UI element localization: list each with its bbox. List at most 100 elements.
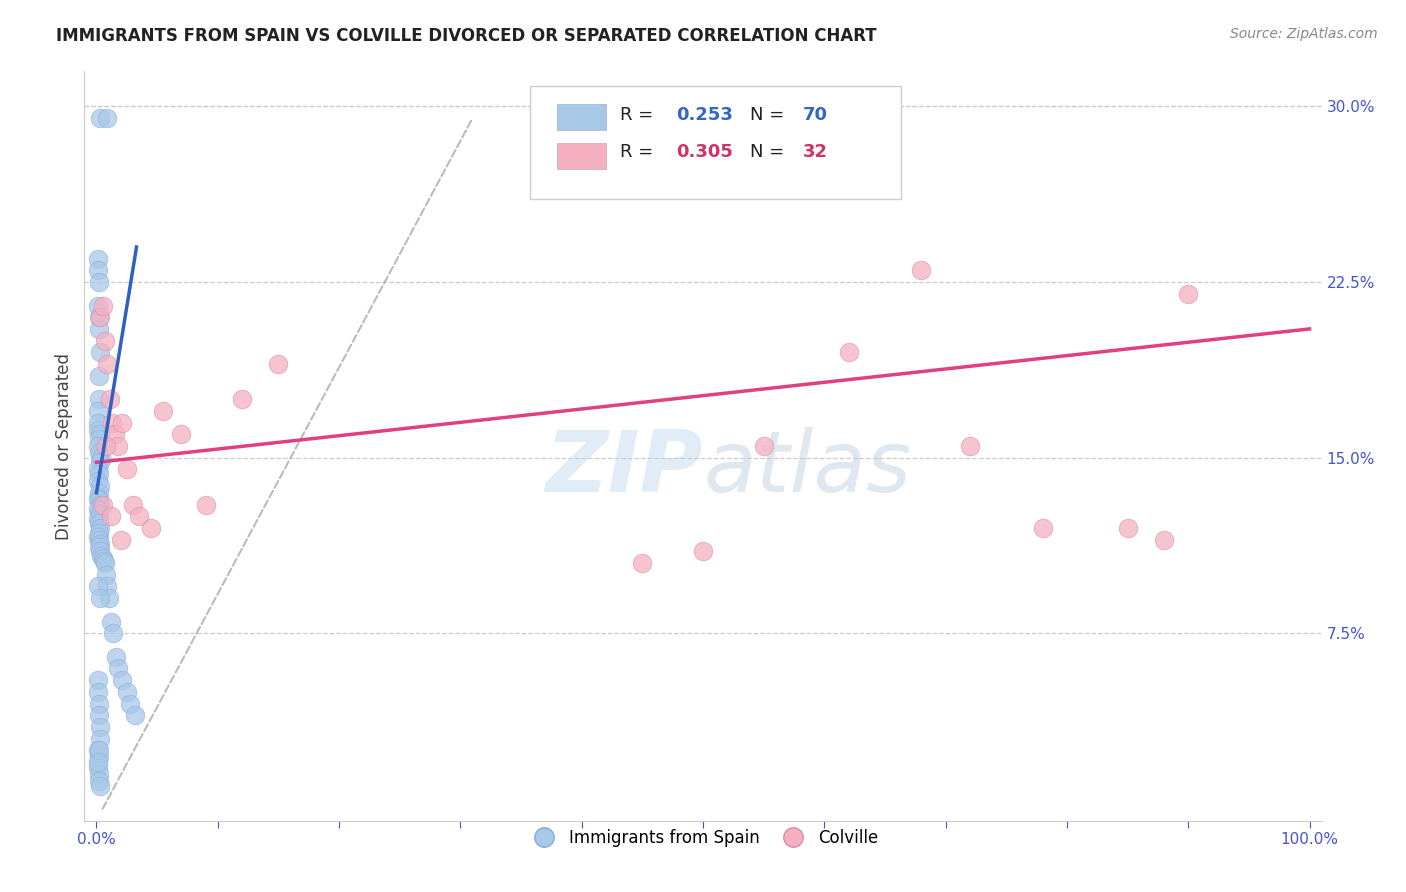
- Point: [1153, 533, 1175, 547]
- Point: [111, 416, 134, 430]
- Point: [89, 521, 111, 535]
- Point: [267, 357, 290, 371]
- Point: [110, 533, 132, 547]
- Point: [86, 502, 108, 516]
- Y-axis label: Divorced or Separated: Divorced or Separated: [55, 352, 73, 540]
- Point: [87, 525, 110, 540]
- FancyBboxPatch shape: [557, 143, 606, 169]
- Text: R =: R =: [620, 106, 659, 124]
- Point: [87, 767, 110, 781]
- Point: [122, 498, 145, 512]
- Point: [103, 626, 125, 640]
- Point: [86, 511, 108, 525]
- Point: [87, 743, 110, 757]
- Text: atlas: atlas: [703, 427, 911, 510]
- Point: [86, 743, 108, 757]
- Point: [89, 779, 111, 793]
- Point: [86, 685, 108, 699]
- Point: [86, 439, 108, 453]
- Point: [91, 298, 114, 313]
- Point: [631, 556, 654, 570]
- Point: [87, 467, 110, 482]
- Point: [752, 439, 775, 453]
- Text: R =: R =: [620, 144, 659, 161]
- Point: [96, 357, 118, 371]
- Point: [96, 567, 118, 582]
- Point: [86, 252, 108, 266]
- Point: [87, 485, 110, 500]
- Point: [1177, 286, 1199, 301]
- Point: [87, 773, 110, 788]
- Point: [115, 685, 138, 699]
- Point: [86, 673, 108, 688]
- Text: 0.305: 0.305: [676, 144, 733, 161]
- Point: [101, 416, 124, 430]
- Point: [87, 533, 110, 547]
- Point: [1032, 521, 1054, 535]
- Point: [838, 345, 860, 359]
- Point: [90, 549, 112, 563]
- Point: [89, 731, 111, 746]
- Point: [91, 498, 114, 512]
- Point: [1116, 521, 1139, 535]
- Point: [86, 491, 108, 505]
- Point: [107, 439, 129, 453]
- Point: [86, 423, 108, 437]
- Point: [89, 345, 111, 359]
- Point: [98, 392, 121, 407]
- Text: 70: 70: [803, 106, 828, 124]
- Point: [89, 544, 111, 558]
- Text: ZIP: ZIP: [546, 427, 703, 510]
- Text: 0.253: 0.253: [676, 106, 733, 124]
- Point: [86, 530, 108, 544]
- Point: [86, 263, 108, 277]
- Point: [87, 310, 110, 325]
- FancyBboxPatch shape: [530, 87, 901, 199]
- Text: Source: ZipAtlas.com: Source: ZipAtlas.com: [1230, 27, 1378, 41]
- Point: [124, 708, 146, 723]
- Point: [120, 697, 142, 711]
- Point: [128, 509, 150, 524]
- Point: [87, 432, 110, 446]
- Point: [139, 521, 162, 535]
- Point: [89, 112, 111, 126]
- Point: [96, 439, 118, 453]
- Point: [87, 708, 110, 723]
- Point: [86, 760, 108, 774]
- Point: [89, 720, 111, 734]
- Point: [910, 263, 932, 277]
- Point: [87, 492, 110, 507]
- Text: N =: N =: [749, 144, 790, 161]
- Point: [104, 427, 127, 442]
- Point: [89, 455, 111, 469]
- Point: [86, 404, 108, 418]
- Point: [87, 507, 110, 521]
- Point: [96, 580, 118, 594]
- Point: [89, 537, 111, 551]
- Point: [100, 615, 122, 629]
- Point: [87, 446, 110, 460]
- Point: [87, 697, 110, 711]
- Point: [170, 427, 193, 442]
- Point: [86, 474, 108, 488]
- Point: [231, 392, 253, 407]
- Point: [87, 275, 110, 289]
- Text: 32: 32: [803, 144, 828, 161]
- Point: [87, 392, 110, 407]
- Point: [86, 462, 108, 476]
- FancyBboxPatch shape: [557, 103, 606, 130]
- Point: [94, 334, 117, 348]
- Point: [87, 322, 110, 336]
- Text: N =: N =: [749, 106, 790, 124]
- Point: [111, 673, 134, 688]
- Point: [87, 368, 110, 383]
- Legend: Immigrants from Spain, Colville: Immigrants from Spain, Colville: [520, 822, 886, 854]
- Point: [96, 112, 118, 126]
- Point: [89, 427, 111, 442]
- Point: [89, 591, 111, 606]
- Point: [90, 450, 112, 465]
- Point: [692, 544, 714, 558]
- Point: [89, 479, 111, 493]
- Point: [194, 498, 217, 512]
- Point: [89, 498, 111, 512]
